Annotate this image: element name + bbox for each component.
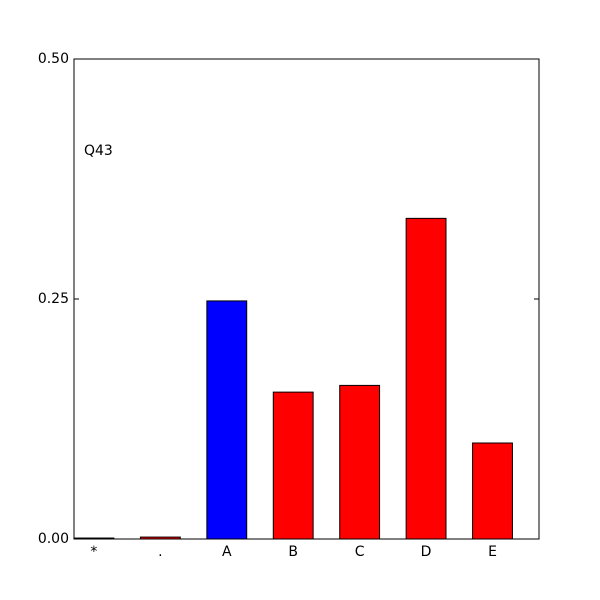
x-tick-label: E [488, 544, 497, 560]
x-tick-label: B [288, 544, 298, 560]
y-tick-label: 0.00 [38, 531, 69, 547]
y-tick-label: 0.50 [38, 51, 69, 67]
bar [206, 300, 248, 540]
bar [472, 442, 513, 540]
x-tick-label: * [90, 544, 97, 560]
x-tick-label: . [158, 544, 162, 560]
bar [405, 217, 447, 540]
x-tick-label: A [222, 544, 232, 560]
bar [272, 391, 314, 540]
annotation: Q43 [84, 143, 113, 159]
y-tick-label: 0.25 [38, 291, 69, 307]
bar [339, 384, 381, 540]
x-tick-label: C [355, 544, 365, 560]
x-tick-label: D [421, 544, 432, 560]
